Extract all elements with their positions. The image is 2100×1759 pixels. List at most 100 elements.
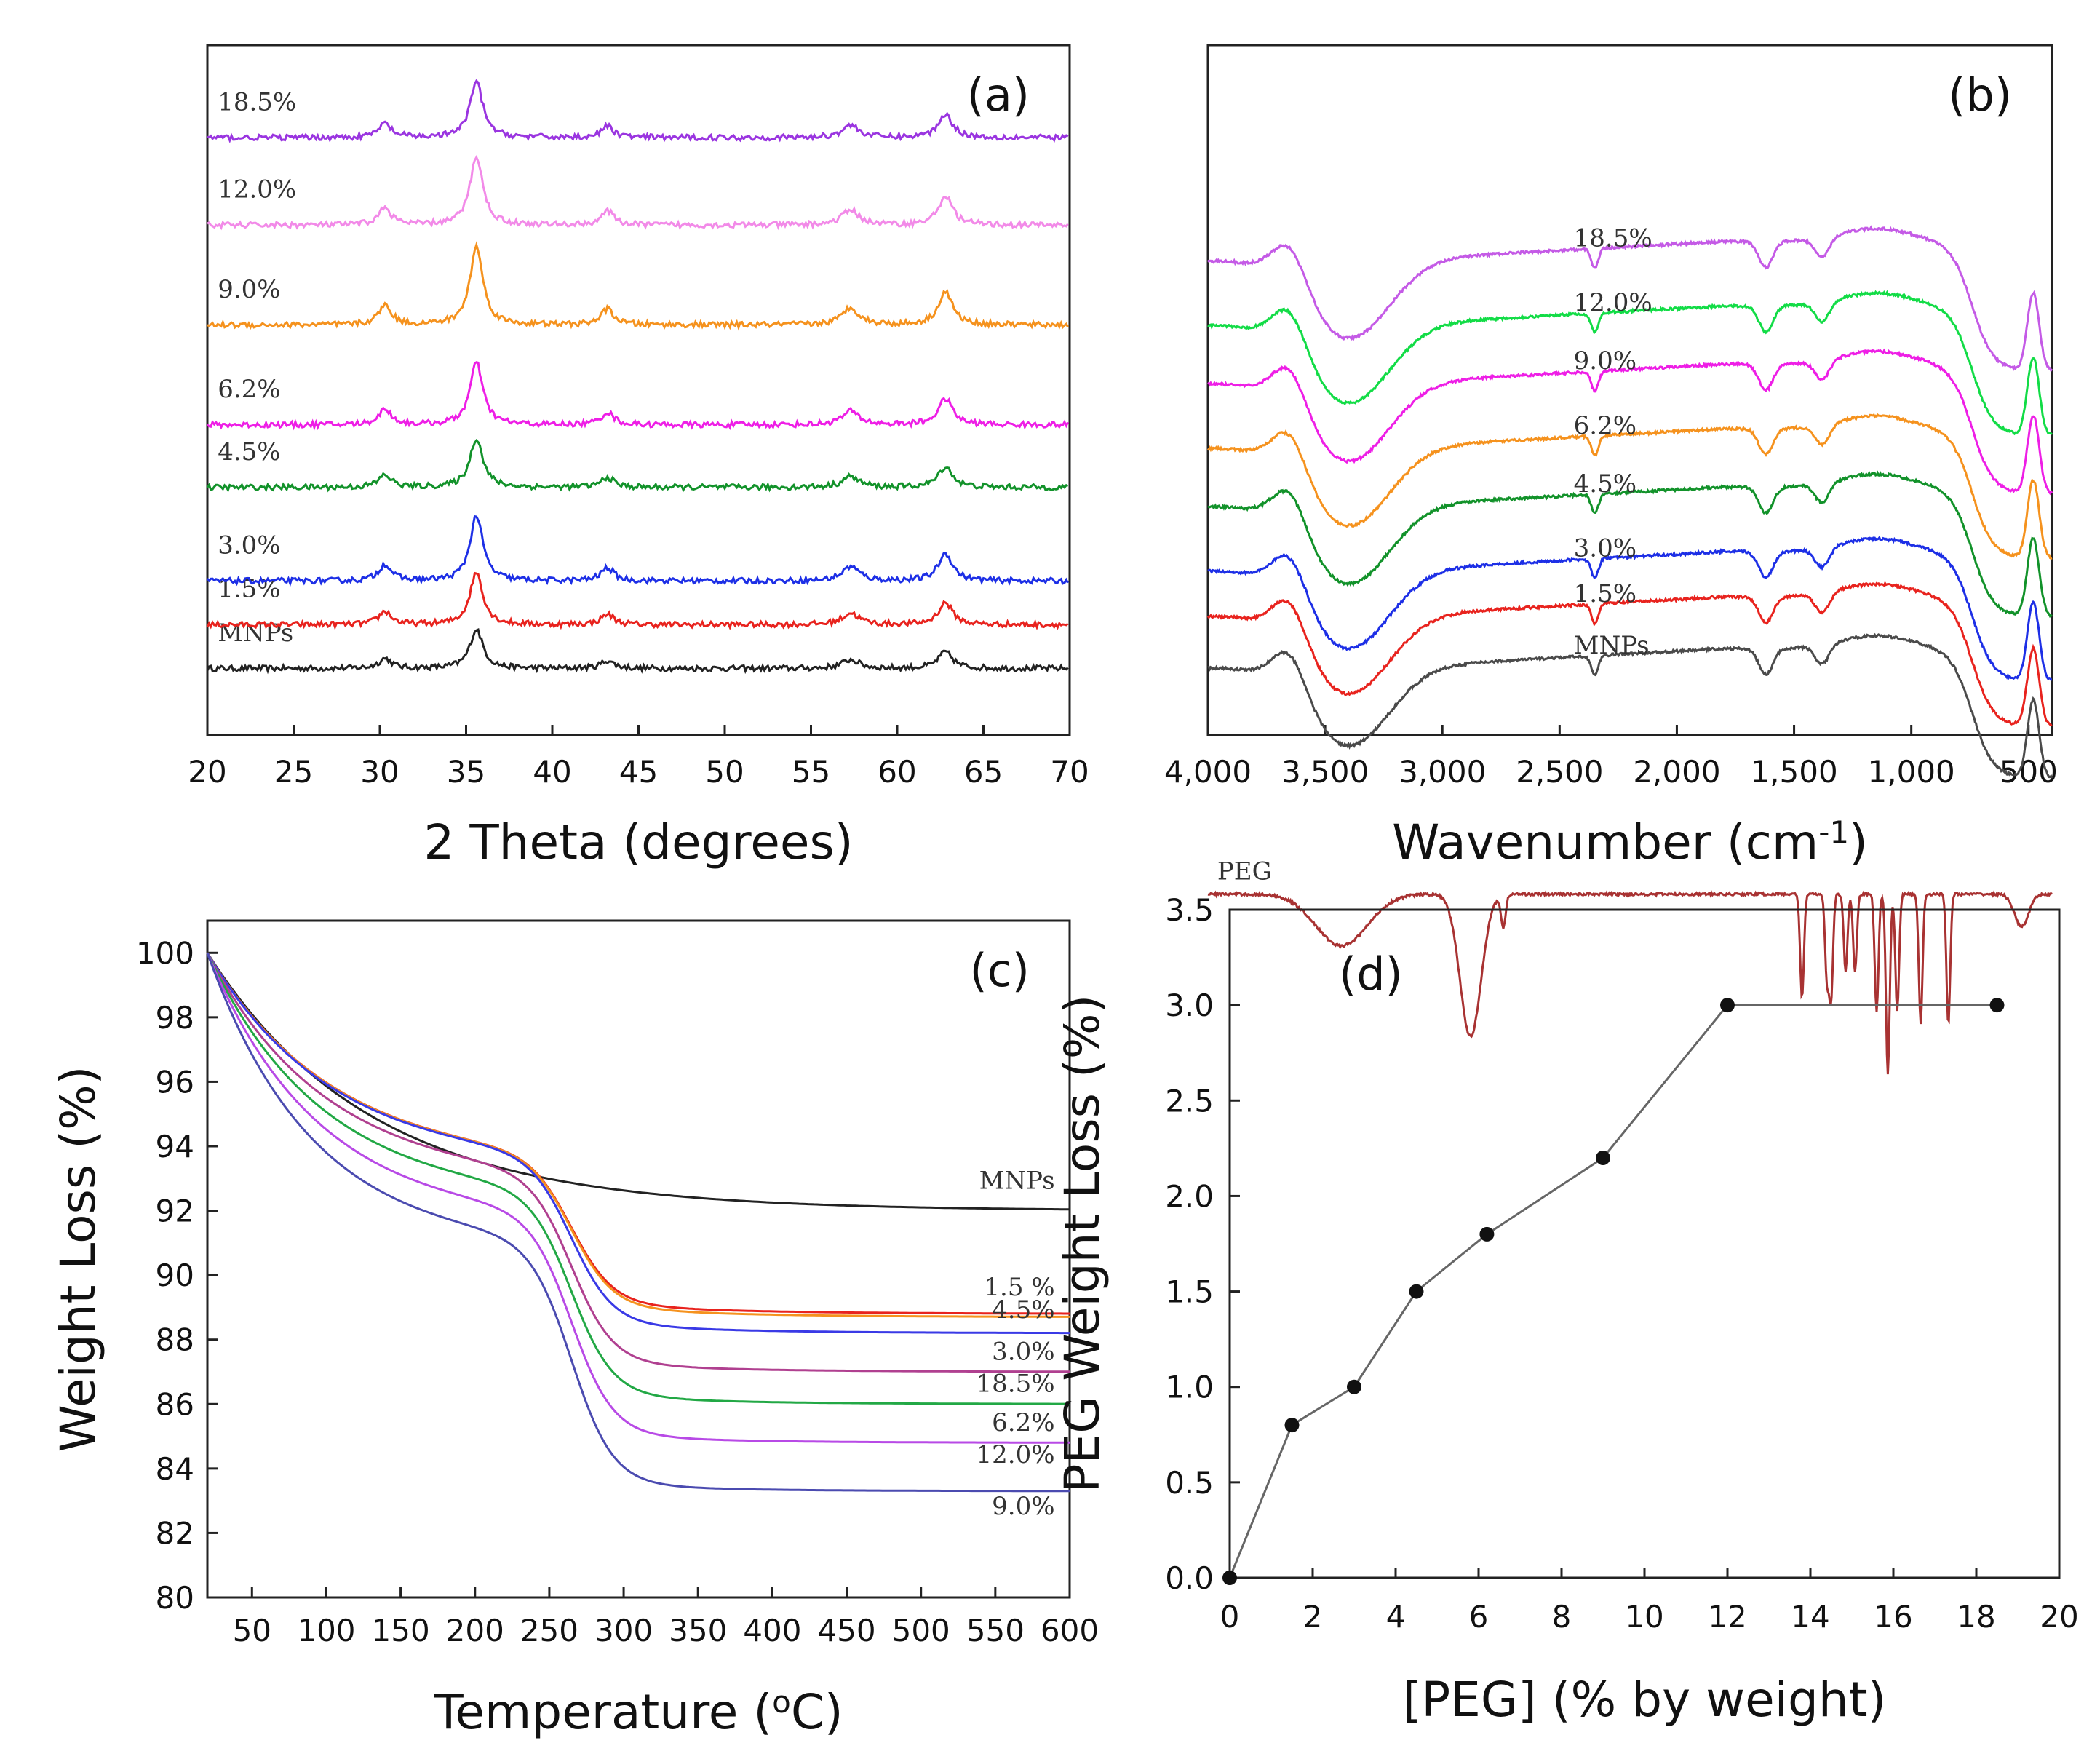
x-tick-label: 550 [966, 1613, 1025, 1648]
data-point [1596, 1150, 1610, 1165]
y-axis-label: PEG Weight Loss (%) [1054, 995, 1110, 1493]
x-tick-label: 450 [817, 1613, 875, 1648]
x-tick-label: 3,000 [1399, 754, 1486, 790]
x-tick-label: 40 [533, 754, 571, 790]
x-axis-label: [PEG] (% by weight) [1403, 1672, 1887, 1728]
series-line-9.0% [1207, 348, 2053, 496]
x-tick-label: 45 [619, 754, 658, 790]
data-point [1222, 1571, 1237, 1585]
series-line-MNPs [206, 952, 1070, 1211]
series-label: 18.5% [1574, 223, 1652, 253]
series-label: 1.5 % [984, 1273, 1054, 1302]
x-tick-label: 500 [892, 1613, 950, 1648]
y-tick-label: 84 [156, 1451, 194, 1487]
x-tick-label: 400 [743, 1613, 801, 1648]
series-line-12.0% [206, 952, 1070, 1444]
y-tick-label: 3.0 [1165, 988, 1214, 1023]
series-label: 3.0% [1574, 534, 1636, 563]
x-tick-label: 50 [233, 1613, 271, 1648]
y-tick-label: 88 [156, 1322, 194, 1358]
series-label: 9.0% [218, 275, 280, 304]
series-label: MNPs [1574, 631, 1650, 660]
series-label: 4.5% [992, 1295, 1054, 1325]
x-tick-label: 35 [447, 754, 485, 790]
y-tick-label: 82 [156, 1515, 194, 1551]
data-point [1409, 1284, 1424, 1299]
series-label: 4.5% [1574, 469, 1636, 499]
x-tick-label: 20 [2040, 1599, 2078, 1635]
x-tick-label: 70 [1050, 754, 1089, 790]
series-line-9.0% [207, 241, 1069, 331]
x-tick-label: 1,500 [1750, 754, 1837, 790]
x-tick-label: 100 [297, 1613, 355, 1648]
x-tick-label: 1,000 [1868, 754, 1955, 790]
y-tick-label: 86 [156, 1386, 194, 1422]
x-tick-label: 200 [446, 1613, 504, 1648]
series-line-9.0% [206, 952, 1070, 1493]
series-label: 12.0% [218, 175, 296, 205]
panel-label: (a) [967, 68, 1030, 122]
data-point [1347, 1379, 1361, 1394]
y-tick-label: 96 [156, 1064, 194, 1100]
y-tick-label: 98 [156, 1000, 194, 1036]
x-axis-label: Wavenumber (cm-1) [1392, 814, 1868, 870]
x-tick-label: 16 [1874, 1599, 1912, 1635]
y-tick-label: 80 [156, 1580, 194, 1616]
series-label: 6.2% [992, 1408, 1054, 1437]
x-tick-label: 2 [1303, 1599, 1323, 1635]
series-line-4.5% [206, 952, 1070, 1318]
series-label: 6.2% [218, 375, 280, 404]
y-tick-label: 0.0 [1165, 1560, 1214, 1596]
panel-a: 20 25 30 35 40 45 50 55 60 65 70 2 Theta (degrees) (… [188, 44, 1089, 870]
x-tick-label: 0 [1220, 1599, 1240, 1635]
panel-c: 50 100 150 200 250 300 350 400 450 500 550 600 80 82 8… [50, 919, 1099, 1740]
data-point [1284, 1418, 1300, 1433]
series-line-3.0% [1207, 535, 2052, 681]
series-line-MNPs [206, 627, 1069, 675]
series-label: 12.0% [977, 1440, 1055, 1469]
x-tick-label: 14 [1791, 1599, 1829, 1635]
series-line-4.5% [206, 439, 1069, 493]
x-tick-label: 65 [964, 754, 1003, 790]
series-line-18.5% [206, 952, 1070, 1373]
x-tick-label: 20 [188, 754, 226, 790]
series-line-1.5% [206, 571, 1069, 631]
x-tick-label: 55 [792, 754, 830, 790]
series-label: 12.0% [1574, 288, 1652, 317]
series-label: 6.2% [1574, 411, 1636, 440]
series-label: 4.5% [218, 437, 280, 466]
x-axis-label: Temperature (oC) [433, 1684, 843, 1740]
data-point [1720, 998, 1735, 1013]
series-line [1228, 1004, 1997, 1579]
x-tick-label: 4,000 [1164, 754, 1252, 790]
series-label: 18.5% [977, 1370, 1055, 1399]
panel-d-frame [1228, 908, 2061, 1579]
panel-b: 4,000 3,500 3,000 2,500 2,000 1,500 1,000 500 Wa… [1164, 44, 2058, 1075]
x-tick-label: 10 [1625, 1599, 1663, 1635]
y-tick-label: 94 [156, 1129, 194, 1164]
data-point [1989, 998, 2005, 1013]
x-tick-label: 350 [669, 1613, 727, 1648]
series-line-PEG [1207, 890, 2053, 1075]
x-tick-label: 2,000 [1633, 754, 1720, 790]
series-line-4.5% [1206, 470, 2053, 619]
y-tick-label: 1.5 [1165, 1274, 1214, 1310]
x-tick-label: 25 [274, 754, 313, 790]
series-label: 3.0% [992, 1337, 1054, 1366]
series-line-12.0% [1207, 290, 2053, 436]
series-line-6.2% [206, 952, 1070, 1405]
series-line-3.0% [206, 952, 1070, 1335]
x-tick-label: 4 [1386, 1599, 1406, 1635]
x-tick-label: 300 [594, 1613, 653, 1648]
panel-d: 0 2 4 6 8 10 12 14 16 18 20 0.0 0.5 1.0 1.5 2.0 2.5 3.0 3.… [1054, 892, 2079, 1728]
series-label: MNPs [979, 1167, 1055, 1196]
y-tick-label: 0.5 [1165, 1465, 1214, 1501]
series-label: 1.5% [1574, 579, 1636, 608]
panel-label: (d) [1339, 948, 1403, 1001]
series-label: 3.0% [218, 531, 280, 560]
y-axis-label: Weight Loss (%) [50, 1066, 106, 1453]
x-tick-label: 6 [1469, 1599, 1489, 1635]
panel-label: (b) [1948, 68, 2012, 122]
x-tick-label: 30 [360, 754, 399, 790]
x-tick-label: 60 [878, 754, 916, 790]
